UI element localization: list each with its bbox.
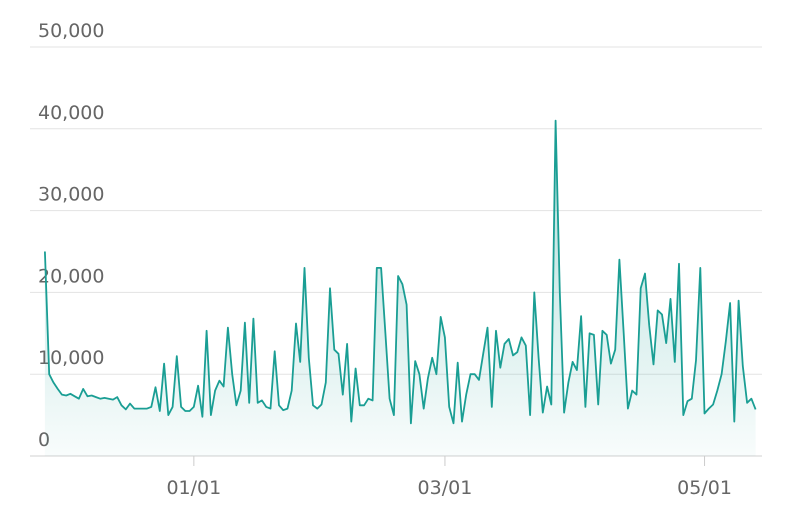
x-tick-label: 05/01 bbox=[677, 477, 732, 499]
y-tick-label: 50,000 bbox=[38, 20, 104, 42]
y-tick-label: 30,000 bbox=[38, 184, 104, 206]
y-tick-label: 40,000 bbox=[38, 102, 104, 124]
x-tick-label: 01/01 bbox=[166, 477, 221, 499]
line bbox=[44, 119, 757, 425]
area bbox=[44, 120, 756, 456]
y-tick-label: 10,000 bbox=[38, 347, 104, 369]
x-tick-label: 03/01 bbox=[418, 477, 473, 499]
y-tick-label: 20,000 bbox=[38, 265, 104, 287]
